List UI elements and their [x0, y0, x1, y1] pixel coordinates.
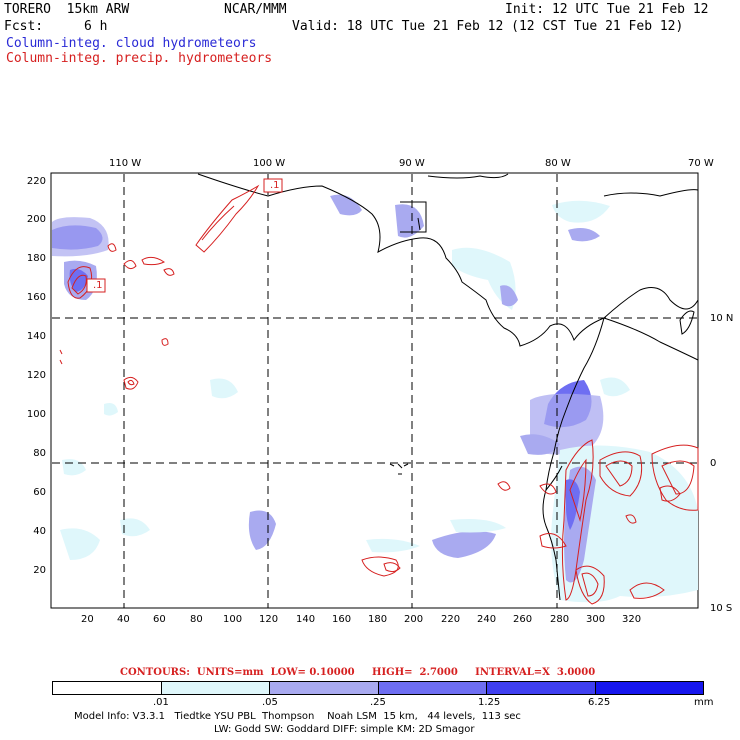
- field-cloud-title: Column-integ. cloud hydrometeors: [6, 36, 257, 51]
- y-tick: 60: [33, 487, 46, 498]
- legend-swatch: [378, 682, 487, 694]
- x-tick: 200: [404, 614, 424, 625]
- x-tick: 300: [586, 614, 606, 625]
- lon-label-70w: 70 W: [688, 158, 714, 169]
- init-time: Init: 12 UTC Tue 21 Feb 12: [505, 2, 709, 17]
- contour-label: .1: [270, 180, 280, 191]
- y-tick: 80: [33, 448, 46, 459]
- model-info: Model Info: V3.3.1 Tiedtke YSU PBL Thomp…: [74, 711, 521, 722]
- x-tick: 240: [477, 614, 497, 625]
- field-precip-title: Column-integ. precip. hydrometeors: [6, 51, 273, 66]
- physics-info: LW: Godd SW: Goddard DIFF: simple KM: 2D…: [214, 724, 475, 735]
- legend-swatch: [53, 682, 162, 694]
- x-tick: 120: [259, 614, 279, 625]
- x-tick: 280: [550, 614, 570, 625]
- forecast-label: Fcst:: [4, 19, 44, 34]
- lat-label-0: 0: [710, 458, 717, 469]
- map-frame: [50, 172, 699, 609]
- x-tick: 100: [223, 614, 243, 625]
- x-tick: 260: [513, 614, 533, 625]
- color-legend-bar: [52, 681, 704, 695]
- lat-label-10n: 10 N: [710, 313, 734, 324]
- valid-time: Valid: 18 UTC Tue 21 Feb 12 (12 CST Tue …: [292, 19, 684, 34]
- legend-swatch: [161, 682, 270, 694]
- x-tick: 180: [368, 614, 388, 625]
- forecast-hour: 6 h: [84, 19, 108, 34]
- contour-labels: [86, 178, 283, 293]
- cloud-hydrometeor-shading: [52, 194, 698, 603]
- legend-value: .25: [370, 697, 386, 708]
- x-tick: 160: [332, 614, 352, 625]
- legend-swatch: [487, 682, 596, 694]
- coastlines: [197, 173, 699, 601]
- legend-swatch: [270, 682, 379, 694]
- lat-label-10s: 10 S: [710, 603, 733, 614]
- x-tick: 320: [622, 614, 642, 625]
- y-tick: 160: [26, 292, 46, 303]
- x-tick: 20: [81, 614, 94, 625]
- legend-swatch: [595, 682, 703, 694]
- x-tick: 220: [441, 614, 461, 625]
- contours-info: CONTOURS: UNITS=mm LOW= 0.10000 HIGH= 2.…: [120, 667, 596, 678]
- contour-label: .1: [93, 280, 103, 291]
- lon-label-80w: 80 W: [545, 158, 571, 169]
- y-tick: 40: [33, 526, 46, 537]
- y-tick: 120: [26, 370, 46, 381]
- legend-value: 6.25: [588, 697, 611, 708]
- organization-label: NCAR/MMM: [224, 2, 287, 17]
- y-tick: 220: [26, 176, 46, 187]
- graticule: [52, 174, 698, 608]
- lon-label-100w: 100 W: [253, 158, 286, 169]
- x-tick: 40: [117, 614, 130, 625]
- legend-value: .05: [262, 697, 278, 708]
- y-tick: 200: [26, 214, 46, 225]
- x-tick: 80: [190, 614, 203, 625]
- model-title: TORERO 15km ARW: [4, 2, 130, 17]
- legend-value: .01: [153, 697, 169, 708]
- y-tick: 20: [33, 565, 46, 576]
- legend-value: 1.25: [478, 697, 501, 708]
- lon-label-90w: 90 W: [399, 158, 425, 169]
- lon-label-110w: 110 W: [109, 158, 142, 169]
- y-tick: 100: [26, 409, 46, 420]
- x-tick: 60: [153, 614, 166, 625]
- precip-hydrometeor-contours: [59, 184, 699, 605]
- y-tick: 140: [26, 331, 46, 342]
- legend-unit: mm: [694, 697, 714, 708]
- y-tick: 180: [26, 253, 46, 264]
- x-tick: 140: [296, 614, 316, 625]
